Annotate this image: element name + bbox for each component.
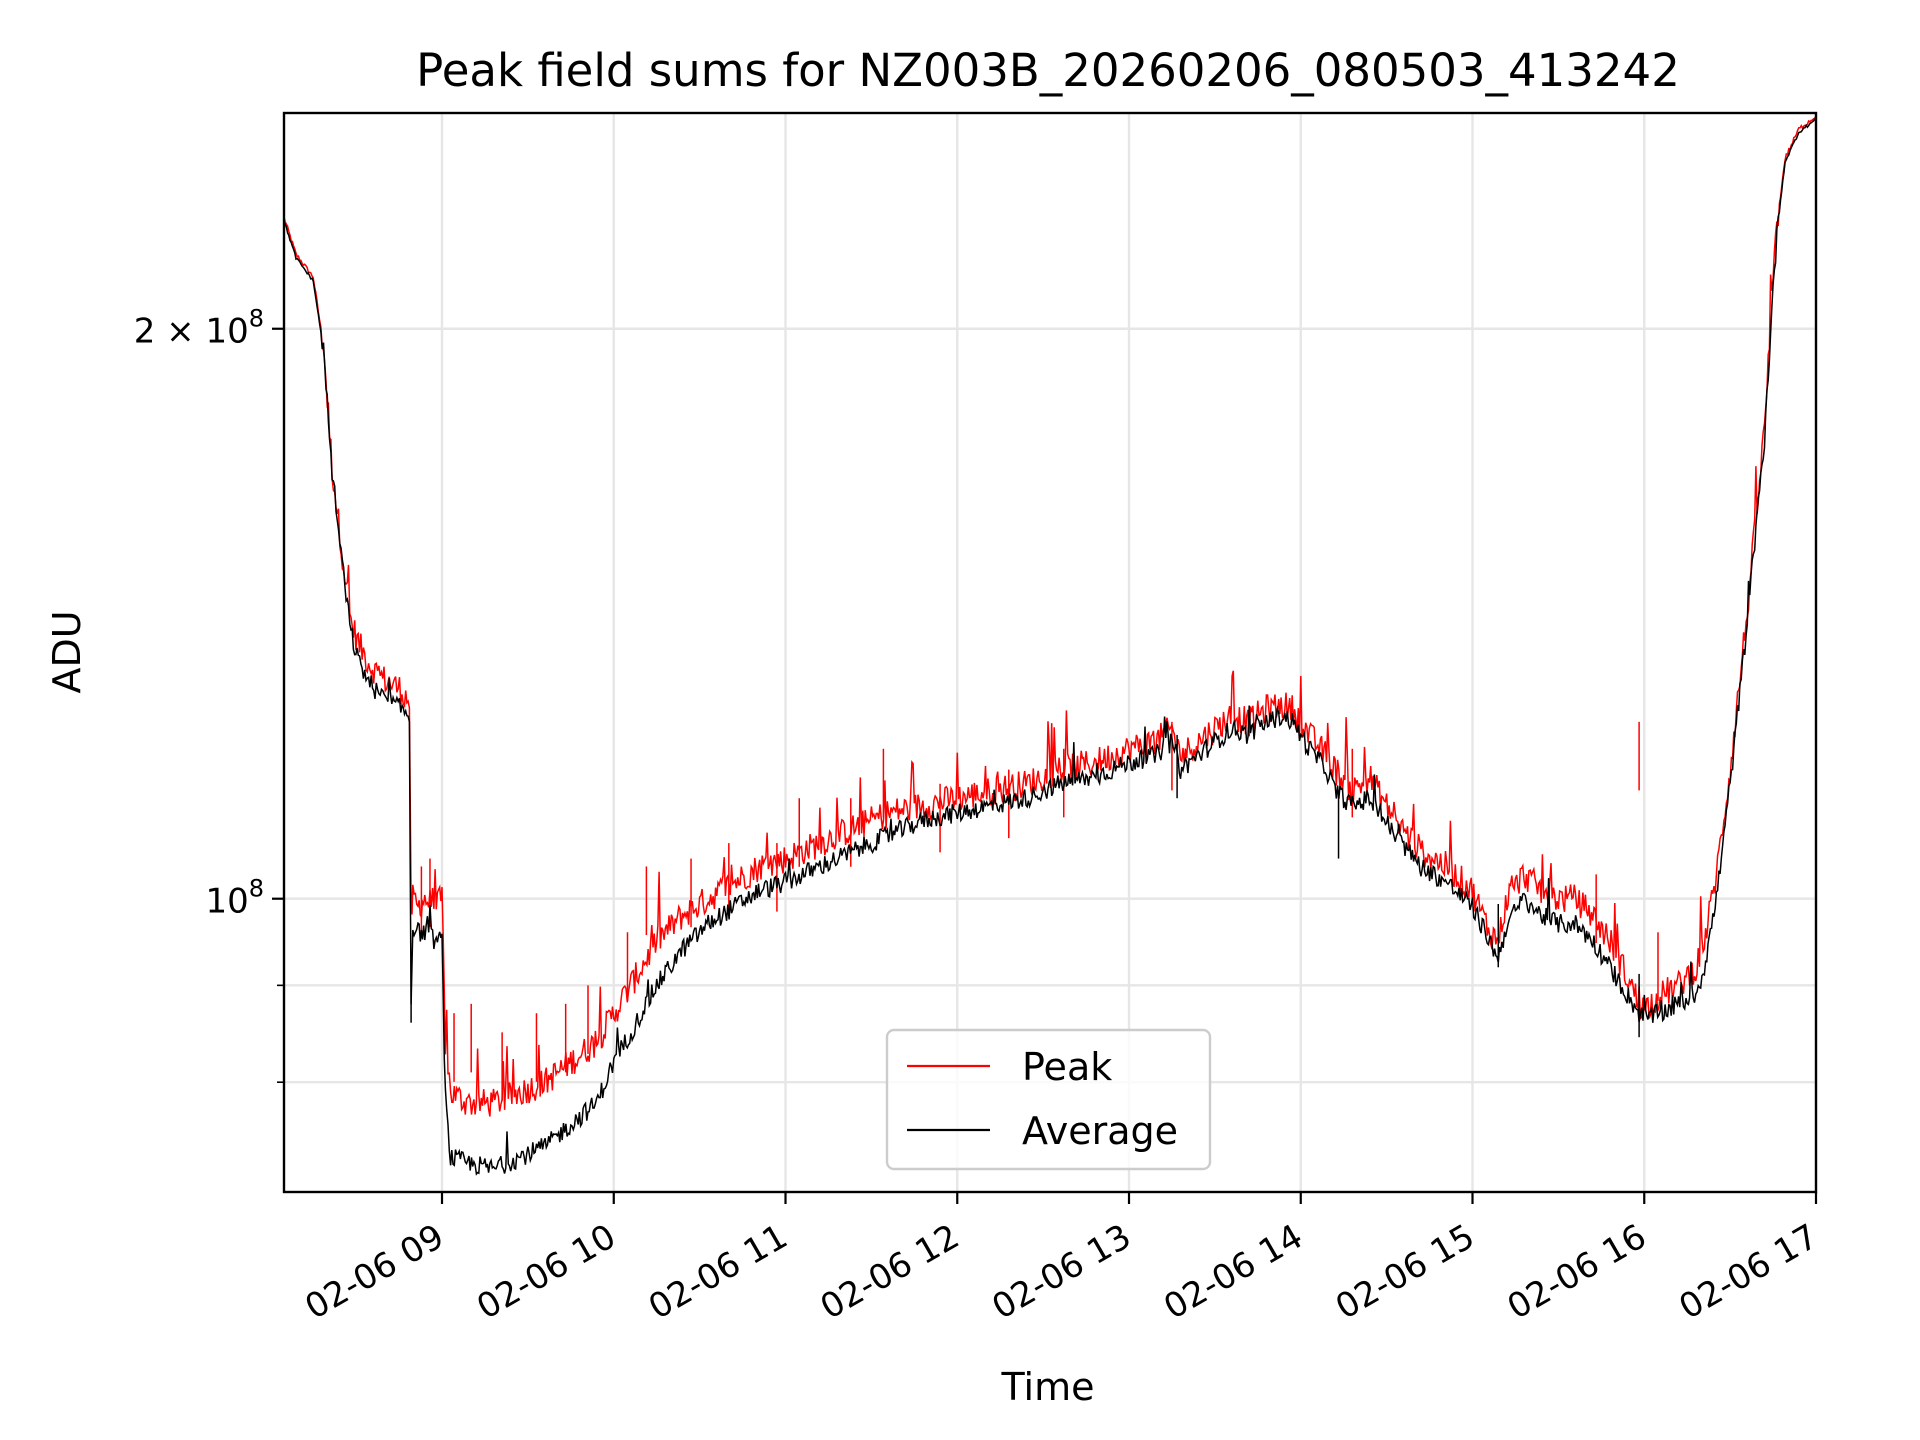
- x-tick-label: 02-06 17: [1673, 1217, 1825, 1328]
- x-tick-label: 02-06 12: [814, 1217, 966, 1328]
- x-tick-label: 02-06 10: [470, 1217, 622, 1328]
- peak-series-line: [283, 115, 1817, 1117]
- legend-box: [885, 1028, 1212, 1171]
- plot-series: [283, 115, 1817, 1176]
- x-tick-label: 02-06 11: [642, 1217, 794, 1328]
- x-tick-label: 02-06 15: [1329, 1217, 1481, 1328]
- x-tick-label: 02-06 13: [986, 1217, 1138, 1328]
- x-tick-label: 02-06 16: [1501, 1217, 1653, 1328]
- y-tick-label-2e8: 2 × 108: [134, 305, 264, 352]
- legend-peak-label: Peak: [1022, 1045, 1112, 1089]
- plot-frame: [282, 111, 1818, 1194]
- y-axis-label: ADU: [45, 610, 89, 693]
- x-axis-label: Time: [1001, 1365, 1095, 1409]
- average-series-line: [283, 118, 1816, 1176]
- y-tick-label-1e8: 108: [205, 875, 264, 922]
- x-tick-label: 02-06 14: [1157, 1217, 1309, 1328]
- legend: Peak Average: [885, 1028, 1212, 1171]
- x-tick-label: 02-06 09: [299, 1217, 451, 1328]
- axis-ticks: 02-06 09 02-06 10 02-06 11 02-06 12 02-06 13…: [134, 305, 1825, 1328]
- chart-title: Peak field sums for NZ003B_20260206_0805…: [416, 44, 1680, 97]
- legend-average-label: Average: [1022, 1109, 1178, 1153]
